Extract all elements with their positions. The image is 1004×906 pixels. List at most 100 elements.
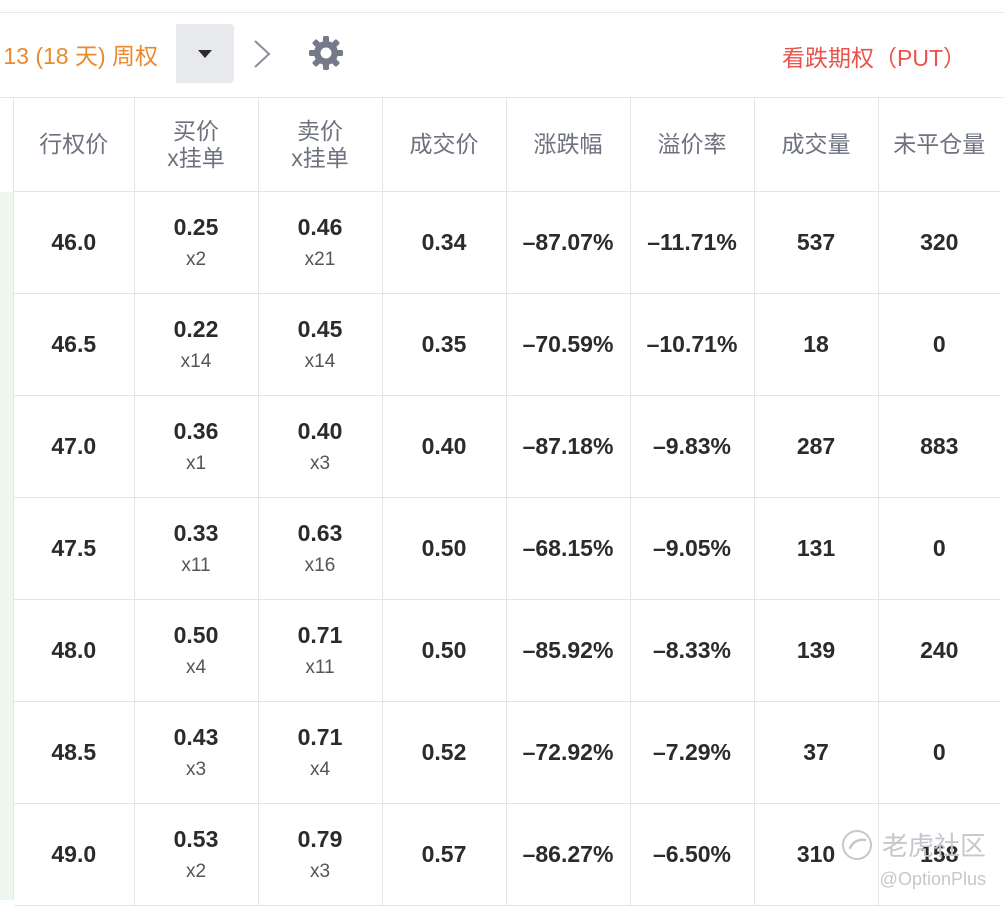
volume-cell: 131 — [753, 497, 879, 600]
premium-cell: –9.05% — [629, 497, 755, 600]
ask-cell[interactable]: 0.63 x16 — [257, 497, 383, 600]
change-cell: –87.07% — [505, 191, 631, 294]
header-ask[interactable]: 卖价 x挂单 — [257, 97, 383, 192]
bid-price: 0.25 — [173, 214, 219, 240]
table-row[interactable]: 47.0 0.36 x1 0.40 x3 0.40 –87.18% –9.83% 2… — [14, 395, 1000, 498]
bid-size: x2 — [185, 249, 207, 270]
bid-size: x2 — [185, 861, 207, 882]
last-price-cell: 0.35 — [381, 293, 507, 396]
bid-cell[interactable]: 0.50 x4 — [133, 599, 259, 702]
volume-cell: 537 — [753, 191, 879, 294]
last-price-cell: 0.50 — [381, 497, 507, 600]
ask-size: x21 — [304, 249, 336, 270]
premium-cell: –8.33% — [629, 599, 755, 702]
bid-price: 0.43 — [173, 724, 219, 750]
table-row[interactable]: 47.5 0.33 x11 0.63 x16 0.50 –68.15% –9.05%… — [14, 497, 1000, 600]
premium-cell: –11.71% — [629, 191, 755, 294]
expiry-selector[interactable]: 13 (18 天) 周权 — [0, 24, 176, 83]
bid-price: 0.50 — [173, 622, 219, 648]
ask-size: x16 — [304, 555, 336, 576]
bid-cell[interactable]: 0.43 x3 — [133, 701, 259, 804]
open-interest-cell: 0 — [877, 701, 1000, 804]
ask-price: 0.40 — [297, 418, 343, 444]
open-interest-cell: 158 — [877, 803, 1000, 906]
bid-size: x3 — [185, 759, 207, 780]
gear-icon[interactable] — [308, 35, 344, 71]
ask-cell[interactable]: 0.79 x3 — [257, 803, 383, 906]
header-change[interactable]: 涨跌幅 — [505, 97, 631, 192]
table-row[interactable]: 49.0 0.53 x2 0.79 x3 0.57 –86.27% –6.50% 3… — [14, 803, 1000, 906]
change-cell: –68.15% — [505, 497, 631, 600]
open-interest-cell: 0 — [877, 293, 1000, 396]
bid-cell[interactable]: 0.36 x1 — [133, 395, 259, 498]
table-row[interactable]: 48.5 0.43 x3 0.71 x4 0.52 –72.92% –7.29% 3… — [14, 701, 1000, 804]
chevron-right-icon[interactable] — [248, 38, 276, 70]
bid-cell[interactable]: 0.33 x11 — [133, 497, 259, 600]
header-premium[interactable]: 溢价率 — [629, 97, 755, 192]
ask-price: 0.71 — [297, 724, 343, 750]
last-price-cell: 0.50 — [381, 599, 507, 702]
table-row[interactable]: 46.0 0.25 x2 0.46 x21 0.34 –87.07% –11.71%… — [14, 191, 1000, 294]
ask-price: 0.45 — [297, 316, 343, 342]
last-price-cell: 0.52 — [381, 701, 507, 804]
strike-cell: 49.0 — [14, 803, 135, 906]
change-cell: –72.92% — [505, 701, 631, 804]
option-toolbar: 13 (18 天) 周权 看跌期权（PUT） — [0, 13, 1004, 97]
ask-price: 0.46 — [297, 214, 343, 240]
volume-cell: 18 — [753, 293, 879, 396]
header-open-interest[interactable]: 未平仓量 — [877, 97, 1000, 192]
bid-cell[interactable]: 0.53 x2 — [133, 803, 259, 906]
last-price-cell: 0.34 — [381, 191, 507, 294]
premium-cell: –7.29% — [629, 701, 755, 804]
header-strike[interactable]: 行权价 — [14, 97, 135, 192]
table-header-row: 行权价 买价 x挂单 卖价 x挂单 成交价 涨跌幅 溢价率 成交量 未平仓量 — [14, 97, 1000, 192]
bid-size: x4 — [185, 657, 207, 678]
in-the-money-highlight — [0, 192, 13, 900]
ask-size: x4 — [309, 759, 331, 780]
open-interest-cell: 240 — [877, 599, 1000, 702]
ask-price: 0.63 — [297, 520, 343, 546]
ask-size: x11 — [305, 657, 335, 678]
ask-size: x3 — [309, 453, 331, 474]
top-divider — [0, 12, 1004, 13]
bid-price: 0.33 — [173, 520, 219, 546]
ask-cell[interactable]: 0.71 x11 — [257, 599, 383, 702]
put-section-title: 看跌期权（PUT） — [782, 45, 966, 71]
volume-cell: 139 — [753, 599, 879, 702]
strike-cell: 46.0 — [14, 191, 135, 294]
open-interest-cell: 883 — [877, 395, 1000, 498]
change-cell: –87.18% — [505, 395, 631, 498]
header-bid[interactable]: 买价 x挂单 — [133, 97, 259, 192]
ask-price: 0.79 — [297, 826, 343, 852]
header-volume[interactable]: 成交量 — [753, 97, 879, 192]
bid-price: 0.22 — [173, 316, 219, 342]
strike-cell: 46.5 — [14, 293, 135, 396]
volume-cell: 287 — [753, 395, 879, 498]
bid-cell[interactable]: 0.22 x14 — [133, 293, 259, 396]
header-last[interactable]: 成交价 — [381, 97, 507, 192]
change-cell: –86.27% — [505, 803, 631, 906]
bid-price: 0.36 — [173, 418, 219, 444]
open-interest-cell: 320 — [877, 191, 1000, 294]
premium-cell: –6.50% — [629, 803, 755, 906]
table-row[interactable]: 48.0 0.50 x4 0.71 x11 0.50 –85.92% –8.33% … — [14, 599, 1000, 702]
table-row[interactable]: 46.5 0.22 x14 0.45 x14 0.35 –70.59% –10.71… — [14, 293, 1000, 396]
premium-cell: –10.71% — [629, 293, 755, 396]
ask-size: x14 — [304, 351, 336, 372]
volume-cell: 310 — [753, 803, 879, 906]
change-cell: –85.92% — [505, 599, 631, 702]
call-side-edge — [0, 98, 14, 900]
expiry-label: 13 (18 天) 周权 — [3, 42, 158, 69]
premium-cell: –9.83% — [629, 395, 755, 498]
expiry-dropdown-button[interactable] — [176, 24, 234, 83]
volume-cell: 37 — [753, 701, 879, 804]
open-interest-cell: 0 — [877, 497, 1000, 600]
ask-cell[interactable]: 0.45 x14 — [257, 293, 383, 396]
ask-cell[interactable]: 0.71 x4 — [257, 701, 383, 804]
ask-cell[interactable]: 0.46 x21 — [257, 191, 383, 294]
bid-size: x1 — [185, 453, 207, 474]
ask-cell[interactable]: 0.40 x3 — [257, 395, 383, 498]
strike-cell: 48.0 — [14, 599, 135, 702]
bid-cell[interactable]: 0.25 x2 — [133, 191, 259, 294]
strike-cell: 47.5 — [14, 497, 135, 600]
